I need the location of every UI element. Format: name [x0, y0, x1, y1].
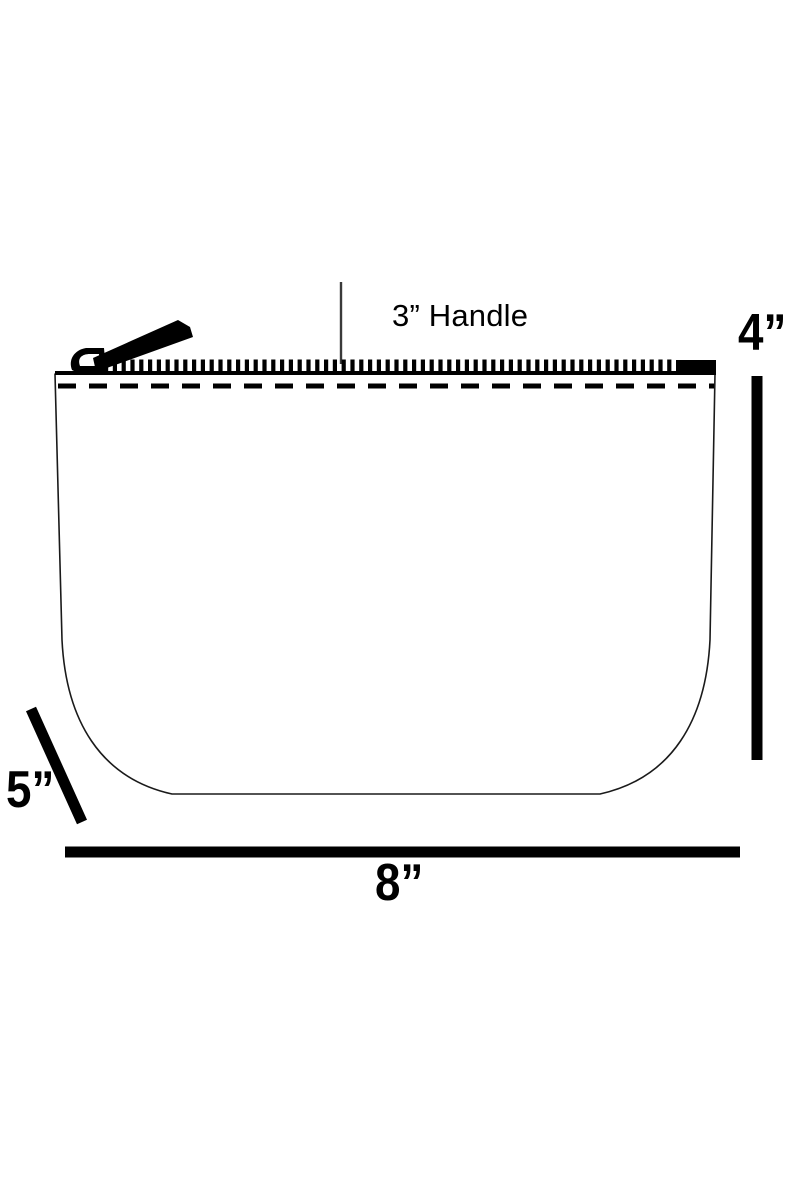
width-dimension-label: 8” — [375, 854, 424, 912]
handle-callout-label: 3” Handle — [392, 298, 529, 333]
depth-dimension-bar — [25, 706, 88, 825]
height-dimension-label: 4” — [738, 304, 787, 362]
zipper-stop-block — [676, 360, 716, 374]
zipper-pull-tab — [93, 320, 193, 369]
bag-body-outline — [54, 373, 716, 795]
depth-dimension-label: 5” — [6, 761, 55, 819]
